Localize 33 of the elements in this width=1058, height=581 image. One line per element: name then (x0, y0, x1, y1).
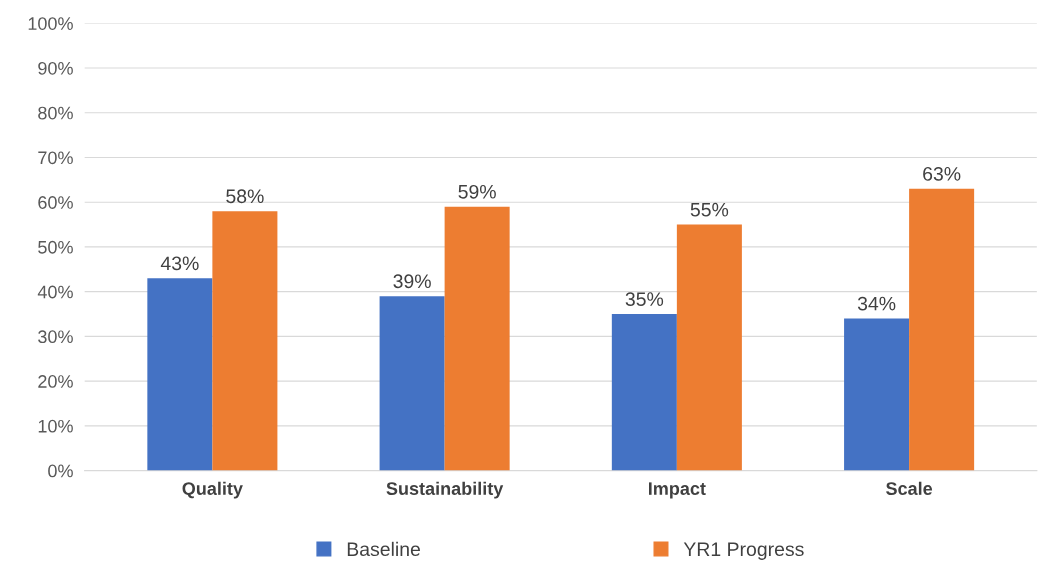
bar (676, 224, 742, 471)
x-tick-label: Sustainability (386, 481, 504, 499)
data-label: 39% (393, 274, 431, 289)
bar (147, 278, 213, 471)
y-tick-label: 90% (38, 61, 73, 75)
legend-label: YR1 Progress (683, 542, 804, 560)
bar (444, 206, 510, 471)
y-tick-label: 70% (38, 151, 73, 165)
y-tick-label: 50% (38, 240, 73, 254)
data-label: 34% (857, 296, 896, 311)
data-label: 55% (690, 202, 729, 217)
bar (611, 314, 677, 471)
y-tick-label: 20% (38, 375, 73, 388)
x-tick-label: Quality (182, 481, 243, 499)
x-tick-label: Scale (886, 481, 933, 495)
bar (844, 318, 910, 471)
data-label: 35% (625, 292, 664, 307)
y-tick-label: 30% (38, 330, 73, 344)
legend-label: Baseline (347, 541, 420, 557)
y-tick-label: 60% (38, 196, 73, 209)
y-tick-label: 80% (38, 106, 73, 120)
y-tick-label: 10% (38, 419, 73, 433)
data-label: 58% (226, 189, 264, 204)
data-label: 63% (923, 166, 961, 181)
y-tick-label: 40% (37, 285, 73, 299)
data-label: 43% (160, 256, 199, 271)
bar (909, 188, 975, 471)
y-tick-label: 0% (48, 464, 73, 478)
bar (379, 296, 445, 471)
data-label: 59% (458, 184, 496, 199)
y-tick-label: 100% (28, 17, 73, 30)
bar (212, 211, 278, 471)
x-tick-label: Impact (648, 482, 706, 499)
